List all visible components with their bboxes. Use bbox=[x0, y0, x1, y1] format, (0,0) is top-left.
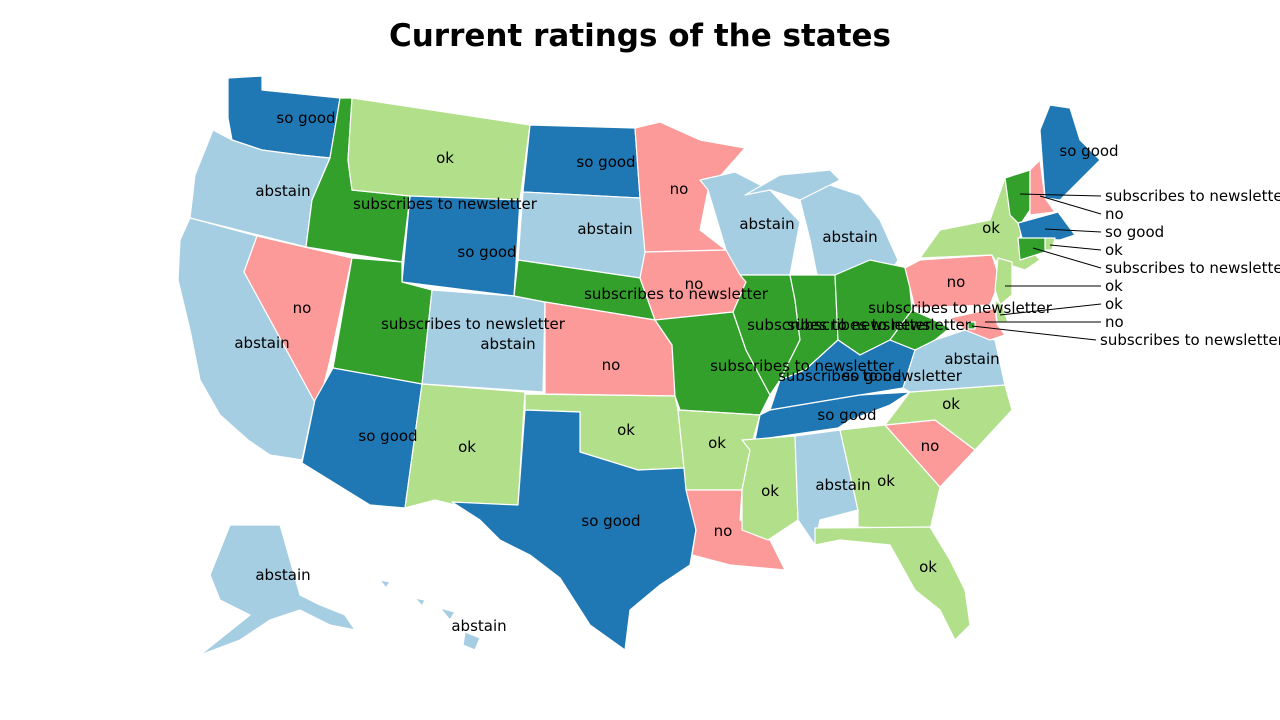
state-label-ne: subscribes to newsletter bbox=[584, 285, 769, 303]
state-nh bbox=[1029, 159, 1056, 216]
state-label-sc: no bbox=[921, 437, 940, 455]
callout-line-ri bbox=[1049, 244, 1102, 251]
state-nm bbox=[404, 383, 526, 509]
state-label-ak: abstain bbox=[255, 566, 310, 584]
callout-label-ct: subscribes to newsletter bbox=[1105, 259, 1280, 277]
callout-line-vt bbox=[1019, 193, 1102, 197]
state-label-ky: so good bbox=[842, 367, 901, 385]
state-label-ia: no bbox=[685, 275, 704, 293]
callout-label-nj: ok bbox=[1105, 277, 1123, 295]
state-label-hi: abstain bbox=[451, 617, 506, 635]
state-ri bbox=[1044, 237, 1056, 251]
state-label-la: no bbox=[714, 522, 733, 540]
state-label-wi: abstain bbox=[739, 215, 794, 233]
state-label-tx: so good bbox=[581, 512, 640, 530]
state-md bbox=[949, 307, 1006, 341]
state-label-al: abstain bbox=[815, 476, 870, 494]
state-label-ut: subscribes to newsletter bbox=[381, 315, 566, 333]
state-label-in: subscribes to newsletter bbox=[787, 316, 972, 334]
state-ct bbox=[1017, 237, 1046, 261]
callout-line-nh bbox=[1039, 195, 1102, 215]
state-label-ok: ok bbox=[617, 421, 635, 439]
state-label-mt: ok bbox=[436, 149, 454, 167]
state-label-mi: abstain bbox=[822, 228, 877, 246]
state-label-mo: subscribes to newsletter bbox=[710, 357, 895, 375]
callout-line-ma bbox=[1044, 228, 1102, 233]
callout-line-dc bbox=[971, 325, 1097, 341]
state-label-mn: no bbox=[670, 180, 689, 198]
state-label-il: subscribes to newsletter bbox=[747, 316, 932, 334]
state-ak bbox=[199, 524, 356, 656]
state-dc bbox=[967, 321, 976, 330]
state-label-nm: ok bbox=[458, 438, 476, 456]
callout-line-de bbox=[999, 303, 1102, 316]
state-ma bbox=[1017, 211, 1076, 241]
map-title: Current ratings of the states bbox=[388, 18, 892, 54]
callout-label-ri: ok bbox=[1105, 241, 1123, 259]
state-label-ga: ok bbox=[877, 472, 895, 490]
callout-label-vt: subscribes to newsletter bbox=[1105, 187, 1280, 205]
state-label-or: abstain bbox=[255, 182, 310, 200]
state-label-nd: so good bbox=[576, 153, 635, 171]
callout-label-nh: no bbox=[1105, 205, 1124, 223]
state-label-ms: ok bbox=[761, 482, 779, 500]
state-label-wy: so good bbox=[457, 243, 516, 261]
callout-label-dc: subscribes to newsletter DC bbox=[1100, 331, 1280, 349]
state-tn bbox=[754, 391, 911, 441]
state-mn bbox=[634, 121, 746, 253]
state-vt bbox=[1004, 169, 1031, 226]
callout-label-de: ok bbox=[1105, 295, 1123, 313]
state-tx bbox=[451, 409, 697, 651]
callout-line-ct bbox=[1032, 247, 1102, 269]
state-label-me: so good bbox=[1059, 142, 1118, 160]
state-label-ar: ok bbox=[708, 434, 726, 452]
state-label-wa: so good bbox=[276, 109, 335, 127]
state-mi bbox=[744, 169, 899, 291]
state-label-az: so good bbox=[358, 427, 417, 445]
state-wv bbox=[889, 309, 951, 351]
state-label-nv: no bbox=[293, 299, 312, 317]
state-label-ny: ok bbox=[982, 219, 1000, 237]
state-label-ca: abstain bbox=[234, 334, 289, 352]
state-co bbox=[421, 289, 546, 393]
state-fl bbox=[814, 526, 971, 641]
state-nj bbox=[994, 257, 1013, 306]
state-label-fl: ok bbox=[919, 558, 937, 576]
callout-label-ma: so good bbox=[1105, 223, 1164, 241]
state-label-tn: so good bbox=[817, 406, 876, 424]
state-label-wv: subscribes to newsletter bbox=[868, 299, 1053, 317]
state-label-va: abstain bbox=[944, 350, 999, 368]
state-label-co: abstain bbox=[480, 335, 535, 353]
state-label-nc: ok bbox=[942, 395, 960, 413]
state-label-oh: subscribes to newsletter bbox=[778, 367, 963, 385]
state-va bbox=[902, 329, 1006, 393]
state-label-pa: no bbox=[947, 273, 966, 291]
state-label-sd: abstain bbox=[577, 220, 632, 238]
state-label-id: subscribes to newsletter bbox=[353, 195, 538, 213]
state-hi bbox=[379, 579, 481, 651]
state-label-ks: no bbox=[602, 356, 621, 374]
state-la bbox=[685, 489, 786, 571]
callout-label-md: no bbox=[1105, 313, 1124, 331]
